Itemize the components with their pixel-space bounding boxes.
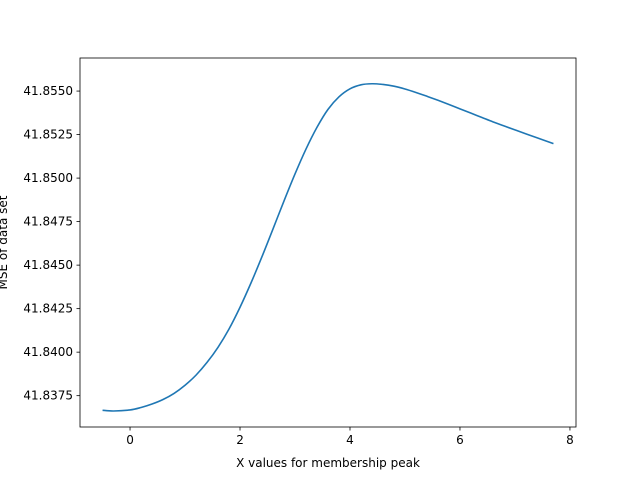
x-tick-label: 4 <box>346 433 354 447</box>
y-tick-label: 41.8475 <box>23 215 73 229</box>
y-axis-label: MSE of data set <box>0 195 10 289</box>
plot-area <box>80 58 576 427</box>
x-tick-label: 2 <box>236 433 244 447</box>
y-tick-label: 41.8375 <box>23 389 73 403</box>
y-tick-label: 41.8425 <box>23 302 73 316</box>
plot-frame <box>79 57 577 428</box>
y-tick-label: 41.8450 <box>23 258 73 272</box>
y-tick-label: 41.8525 <box>23 128 73 142</box>
series-line <box>102 82 554 412</box>
y-tick-label: 41.8400 <box>23 345 73 359</box>
x-axis-ticks: 0 2 4 6 8 <box>126 427 574 447</box>
x-axis-label: X values for membership peak <box>236 456 420 470</box>
y-tick-label: 41.8500 <box>23 171 73 185</box>
x-tick-label: 6 <box>456 433 464 447</box>
y-axis-ticks: 41.8375 41.8400 41.8425 41.8450 41.8475 41.85… <box>23 84 80 403</box>
y-tick-label: 41.8550 <box>23 84 73 98</box>
x-tick-label: 8 <box>566 433 574 447</box>
x-tick-label: 0 <box>126 433 134 447</box>
